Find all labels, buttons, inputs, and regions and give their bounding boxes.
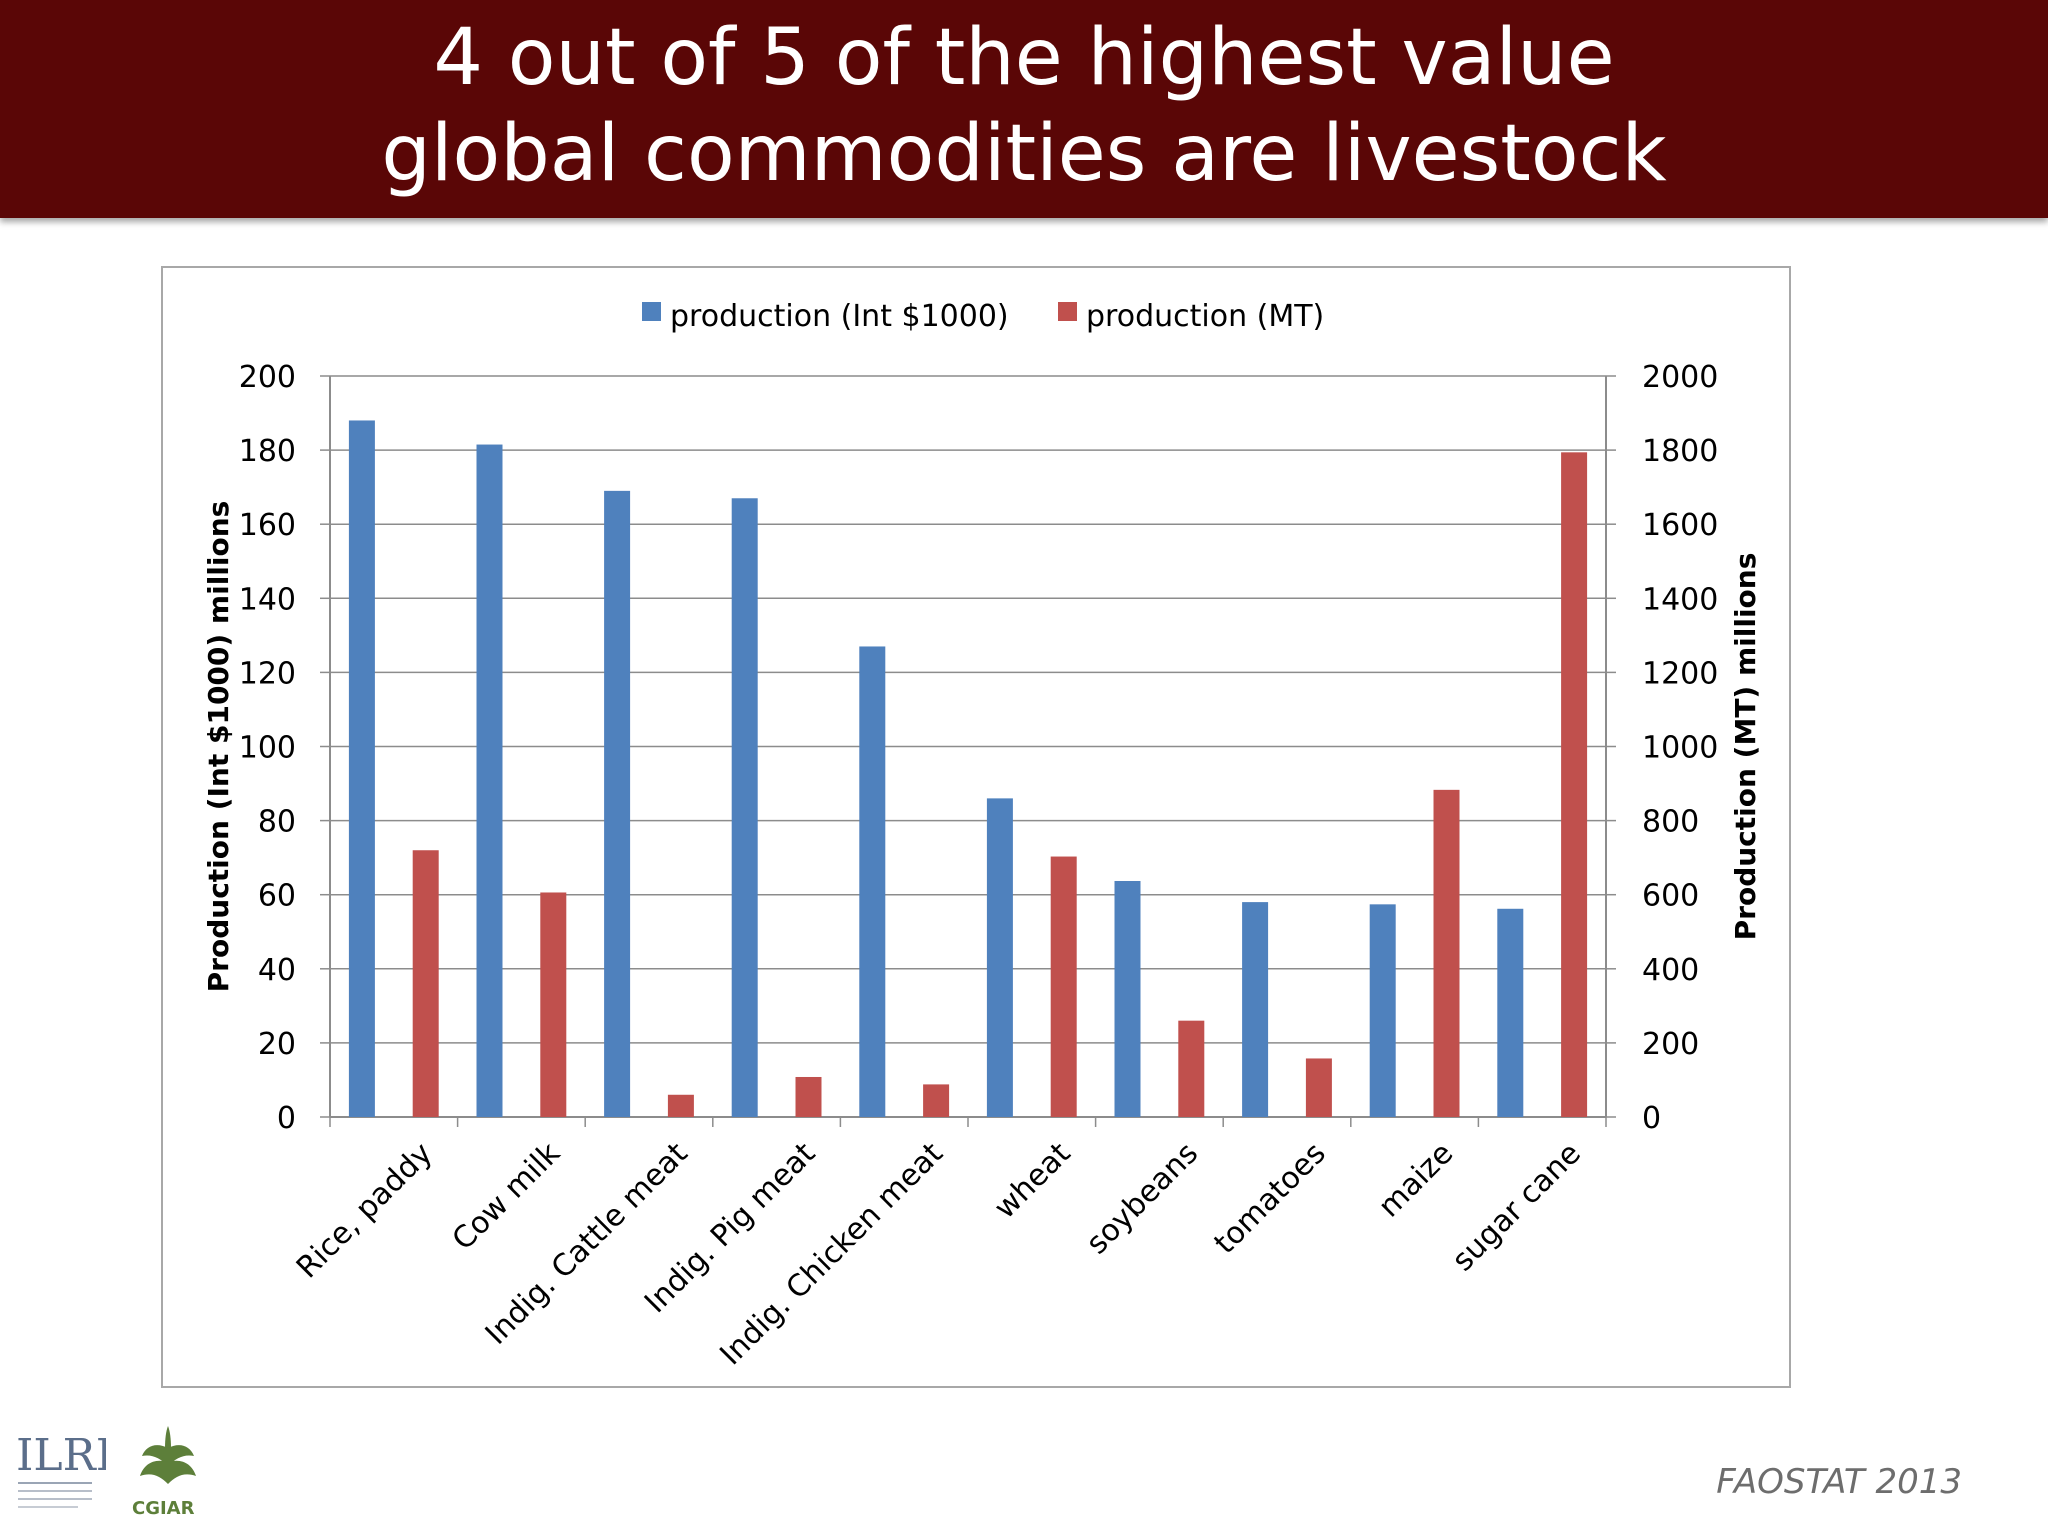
cgiar-logo: CGIAR: [132, 1426, 196, 1518]
bar-production-mt: [923, 1084, 950, 1117]
bar-int-value: [731, 498, 758, 1117]
right-axis-tick-label: 0: [1642, 1101, 1661, 1136]
title-banner: 4 out of 5 of the highest value global c…: [0, 0, 2048, 218]
right-axis-tick-label: 1000: [1642, 731, 1718, 766]
bar-production-mt: [795, 1076, 822, 1117]
bar-production-mt: [412, 850, 439, 1117]
x-axis-category-label: Cow milk: [446, 1135, 568, 1257]
left-axis-tick-label: 20: [258, 1027, 296, 1062]
x-axis-category-label: Rice, paddy: [290, 1136, 440, 1286]
ilri-logo-text: ILRI: [16, 1430, 106, 1481]
right-axis-tick-label: 1200: [1642, 656, 1718, 691]
right-axis-tick-label: 800: [1642, 805, 1699, 840]
legend-label: production (MT): [1086, 299, 1324, 334]
x-axis-category-label: soybeans: [1080, 1136, 1205, 1261]
left-axis-tick-label: 180: [239, 434, 296, 469]
bar-production-mt: [1305, 1058, 1332, 1117]
right-axis-tick-label: 1600: [1642, 508, 1718, 543]
bar-production-mt: [1561, 452, 1588, 1117]
left-axis-tick-label: 120: [239, 656, 296, 691]
right-axis-tick-label: 600: [1642, 879, 1699, 914]
bar-production-mt: [1433, 789, 1460, 1117]
right-axis-tick-label: 200: [1642, 1027, 1699, 1062]
bar-production-mt: [540, 892, 567, 1117]
left-axis-tick-label: 160: [239, 508, 296, 543]
cgiar-logo-text: CGIAR: [132, 1498, 195, 1518]
bar-int-value: [986, 798, 1013, 1117]
left-axis-tick-label: 140: [239, 582, 296, 617]
bar-production-mt: [667, 1094, 694, 1117]
bar-int-value: [1369, 904, 1396, 1117]
x-axis-category-label: wheat: [988, 1136, 1078, 1226]
legend-label: production (Int $1000): [670, 299, 1009, 334]
chart-frame: [161, 266, 1791, 1388]
legend-swatch: [642, 302, 661, 321]
x-axis-category-label: tomatoes: [1208, 1136, 1333, 1261]
right-axis-tick-label: 400: [1642, 953, 1699, 988]
left-axis-tick-label: 80: [258, 805, 296, 840]
bar-int-value: [1497, 908, 1524, 1117]
x-axis-category-label: Indig. Chicken meat: [713, 1136, 950, 1373]
right-axis-title: Production (MT) millions: [1729, 553, 1762, 941]
left-axis-title: Production (Int $1000) millions: [202, 501, 235, 993]
legend-swatch: [1058, 302, 1077, 321]
bar-int-value: [859, 646, 886, 1117]
right-axis-tick-label: 1400: [1642, 582, 1718, 617]
bar-int-value: [476, 444, 503, 1118]
x-axis-category-label: maize: [1372, 1136, 1460, 1224]
right-axis-tick-label: 1800: [1642, 434, 1718, 469]
left-axis-tick-label: 60: [258, 879, 296, 914]
right-axis-tick-label: 2000: [1642, 360, 1718, 395]
bar-production-mt: [1178, 1020, 1205, 1117]
left-axis-tick-label: 0: [277, 1101, 296, 1136]
x-axis-category-label: sugar cane: [1446, 1136, 1588, 1278]
slide-title: 4 out of 5 of the highest value global c…: [0, 10, 2048, 202]
left-axis-tick-label: 100: [239, 731, 296, 766]
ilri-logo: ILRI: [16, 1430, 106, 1508]
slide-title-line-1: 4 out of 5 of the highest value: [433, 13, 1615, 103]
left-axis-tick-label: 200: [239, 360, 296, 395]
bar-int-value: [1114, 880, 1141, 1117]
bar-int-value: [348, 420, 375, 1118]
bar-production-mt: [1050, 856, 1077, 1117]
bar-int-value: [1242, 902, 1269, 1117]
left-axis-tick-label: 40: [258, 953, 296, 988]
bar-int-value: [604, 490, 631, 1118]
slide-title-line-2: global commodities are livestock: [381, 109, 1667, 199]
source-note: FAOSTAT 2013: [1716, 1462, 1962, 1502]
